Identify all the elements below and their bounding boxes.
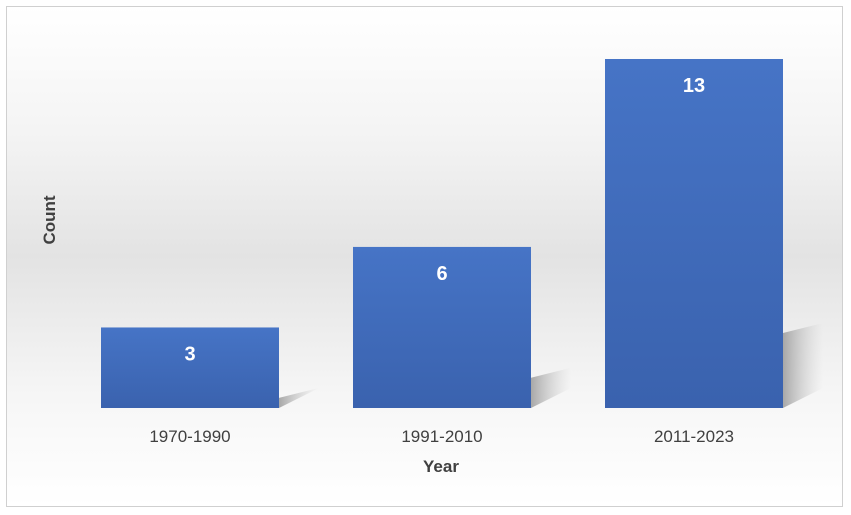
x-tick-label: 2011-2023 bbox=[654, 427, 734, 446]
bar-1970-1990 bbox=[101, 327, 279, 408]
data-label-2011-2023: 13 bbox=[683, 75, 705, 97]
bar-shadow bbox=[783, 323, 823, 408]
bar-shadow bbox=[531, 367, 571, 408]
x-axis-title: Year bbox=[423, 457, 459, 476]
bar-shadow bbox=[279, 387, 319, 408]
y-axis-title: Count bbox=[40, 195, 59, 244]
bar-1991-2010 bbox=[353, 246, 531, 408]
x-tick-label: 1991-2010 bbox=[401, 427, 482, 446]
data-label-1970-1990: 3 bbox=[184, 343, 195, 365]
x-tick-label: 1970-1990 bbox=[149, 427, 230, 446]
bar-2011-2023 bbox=[605, 59, 783, 408]
data-label-1991-2010: 6 bbox=[436, 263, 447, 285]
